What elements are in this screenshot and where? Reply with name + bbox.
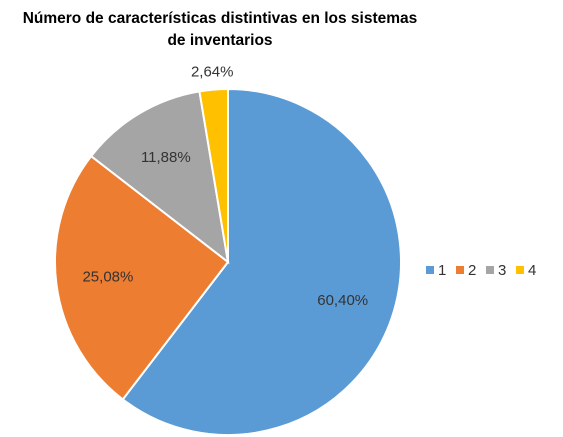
legend-label: 2 (468, 262, 476, 279)
data-label: 25,08% (82, 269, 133, 286)
legend-swatch (516, 266, 524, 274)
data-label: 2,64% (191, 63, 234, 80)
legend-label: 3 (498, 262, 506, 279)
legend-swatch (456, 266, 464, 274)
legend-swatch (426, 266, 434, 274)
pie-slice (89, 90, 230, 265)
legend-label: 4 (528, 262, 536, 279)
legend-label: 1 (438, 262, 446, 279)
data-label: 60,40% (317, 292, 368, 309)
data-label: 11,88% (141, 149, 191, 166)
chart-title: Número de características distintivas en… (22, 10, 418, 49)
pie-slice (54, 154, 230, 401)
pie-slice (198, 87, 229, 263)
pie-slice (121, 87, 402, 436)
legend-swatch (486, 266, 494, 274)
